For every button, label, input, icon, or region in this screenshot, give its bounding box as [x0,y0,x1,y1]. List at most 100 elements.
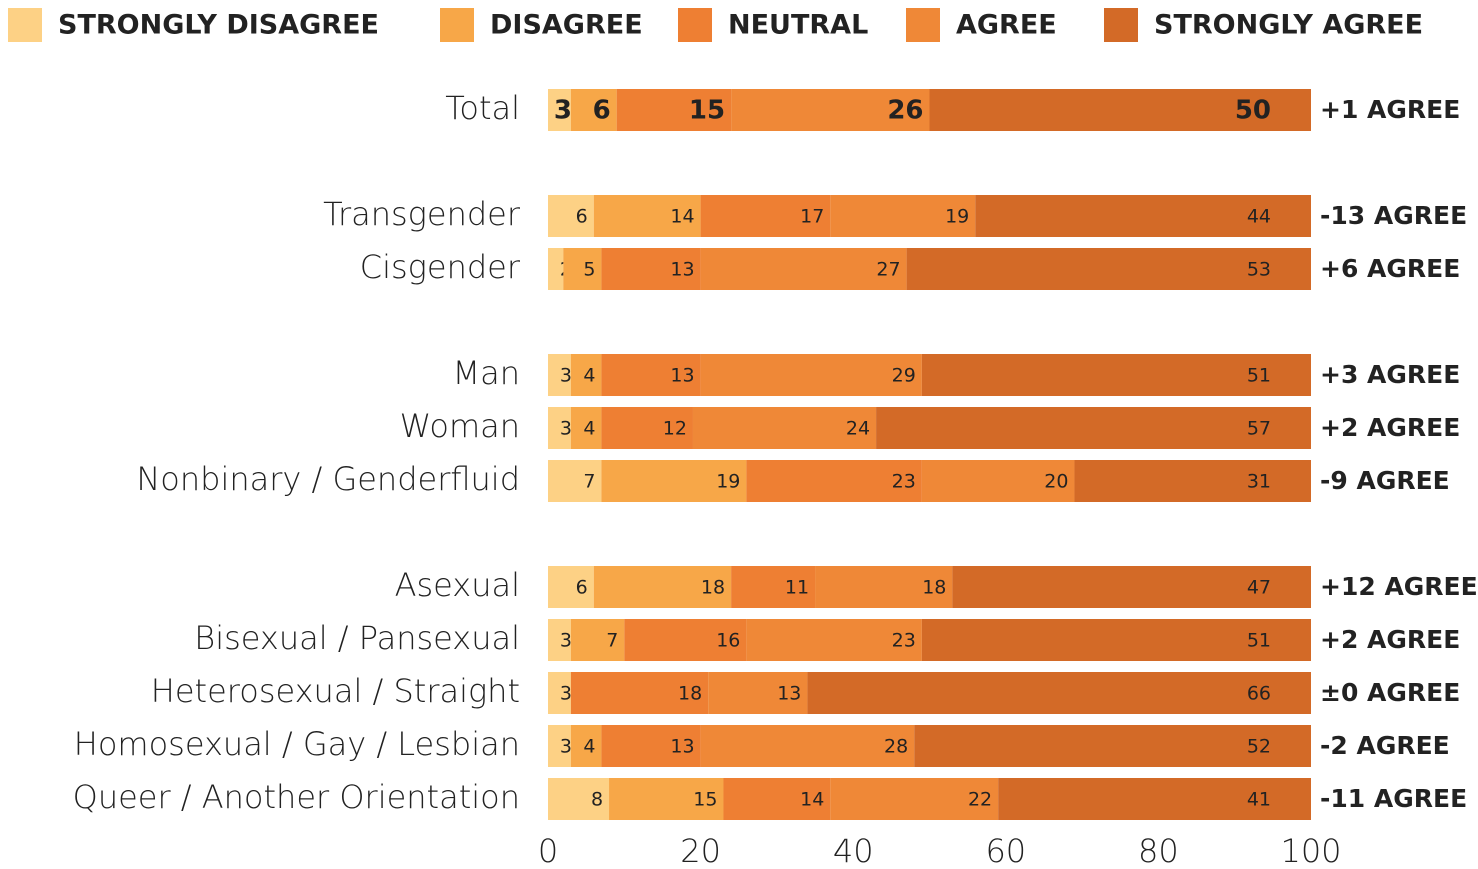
legend-label: DISAGREE [490,10,643,41]
bar-segment [700,354,922,396]
value-label: 29 [892,365,916,387]
value-label: 13 [777,683,801,705]
bar-segment [921,354,1311,396]
net-annotation: +1 AGREE [1320,95,1460,124]
x-tick-label: 100 [1280,832,1341,869]
value-label: 52 [1247,736,1271,758]
value-label: 20 [1044,471,1068,493]
bar-segment [563,248,602,290]
bar-segment [998,778,1311,820]
value-label: 3 [560,365,572,387]
x-tick-label: 20 [680,832,721,869]
value-label: 28 [884,736,908,758]
value-label: 4 [583,736,595,758]
bar-segment [807,672,1311,714]
value-label: 57 [1247,418,1271,440]
bar-segment [601,460,747,502]
bar-segment [708,672,808,714]
bar-segment [601,248,701,290]
value-label: 14 [670,206,694,228]
x-tick-label: 60 [985,832,1026,869]
category-label: Queer / Another Orientation [73,778,520,816]
net-annotation: +3 AGREE [1320,360,1460,389]
bar-segment [601,725,701,767]
value-label: 6 [576,577,588,599]
value-label: 66 [1247,683,1271,705]
value-label: 7 [583,471,595,493]
bar-segment [570,89,617,131]
bar-segment [609,778,724,820]
bar-segment [929,89,1311,131]
legend-swatch [678,8,712,42]
legend-swatch [1104,8,1138,42]
category-label: Bisexual / Pansexual [194,619,520,657]
value-label: 44 [1247,206,1271,228]
value-label: 13 [670,736,694,758]
value-label: 31 [1247,471,1271,493]
bar-segment [570,672,709,714]
bar-segment [731,566,816,608]
value-label: 51 [1247,630,1271,652]
bar-segment [700,725,915,767]
value-label: 6 [576,206,588,228]
category-label: Transgender [323,195,521,233]
bar-segment [723,778,831,820]
bar-segment [906,248,1311,290]
bar-segment [570,354,602,396]
bar-segment [746,460,922,502]
value-label: 4 [583,365,595,387]
value-label: 19 [945,206,969,228]
value-label: 3 [560,418,572,440]
category-label: Cisgender [360,248,521,286]
net-annotation: -2 AGREE [1320,731,1450,760]
category-label: Homosexual / Gay / Lesbian [74,725,520,763]
value-label: 3 [554,96,572,126]
legend-swatch [440,8,474,42]
bar-segment [830,195,976,237]
bar-segment [548,195,594,237]
net-annotation: +12 AGREE [1320,572,1478,601]
value-label: 51 [1247,365,1271,387]
bar-segment [731,89,930,131]
category-label: Heterosexual / Straight [151,672,520,710]
net-annotation: -9 AGREE [1320,466,1450,495]
value-label: 22 [968,789,992,811]
value-label: 15 [689,96,725,126]
value-label: 7 [606,630,618,652]
bar-segment [700,195,831,237]
category-label: Total [445,89,520,127]
value-label: 27 [876,259,900,281]
value-label: 4 [583,418,595,440]
bar-segment [593,195,701,237]
bar-segment [548,248,564,290]
x-tick-label: 40 [833,832,874,869]
bar-segment [914,725,1311,767]
category-label: Asexual [395,566,520,604]
value-label: 16 [716,630,740,652]
net-annotation: +2 AGREE [1320,413,1460,442]
legend-swatch [906,8,940,42]
bar-segment [616,89,732,131]
net-annotation: +2 AGREE [1320,625,1460,654]
bar-segment [570,407,602,449]
bar-segment [548,460,602,502]
net-annotation: -13 AGREE [1320,201,1467,230]
bar-segment [548,354,571,396]
bar-segment [975,195,1311,237]
bar-segment [1074,460,1311,502]
category-label: Woman [400,407,520,445]
legend-swatch [8,8,42,42]
legend-label: STRONGLY AGREE [1154,10,1423,41]
bar-segment [593,566,732,608]
bar-segment [624,619,747,661]
bar-segment [548,672,571,714]
value-label: 3 [560,630,572,652]
value-label: 13 [670,365,694,387]
value-label: 3 [560,736,572,758]
category-label: Nonbinary / Genderfluid [136,460,520,498]
value-label: 18 [922,577,946,599]
bar-segment [815,566,953,608]
bar-segment [570,725,602,767]
value-label: 18 [678,683,702,705]
